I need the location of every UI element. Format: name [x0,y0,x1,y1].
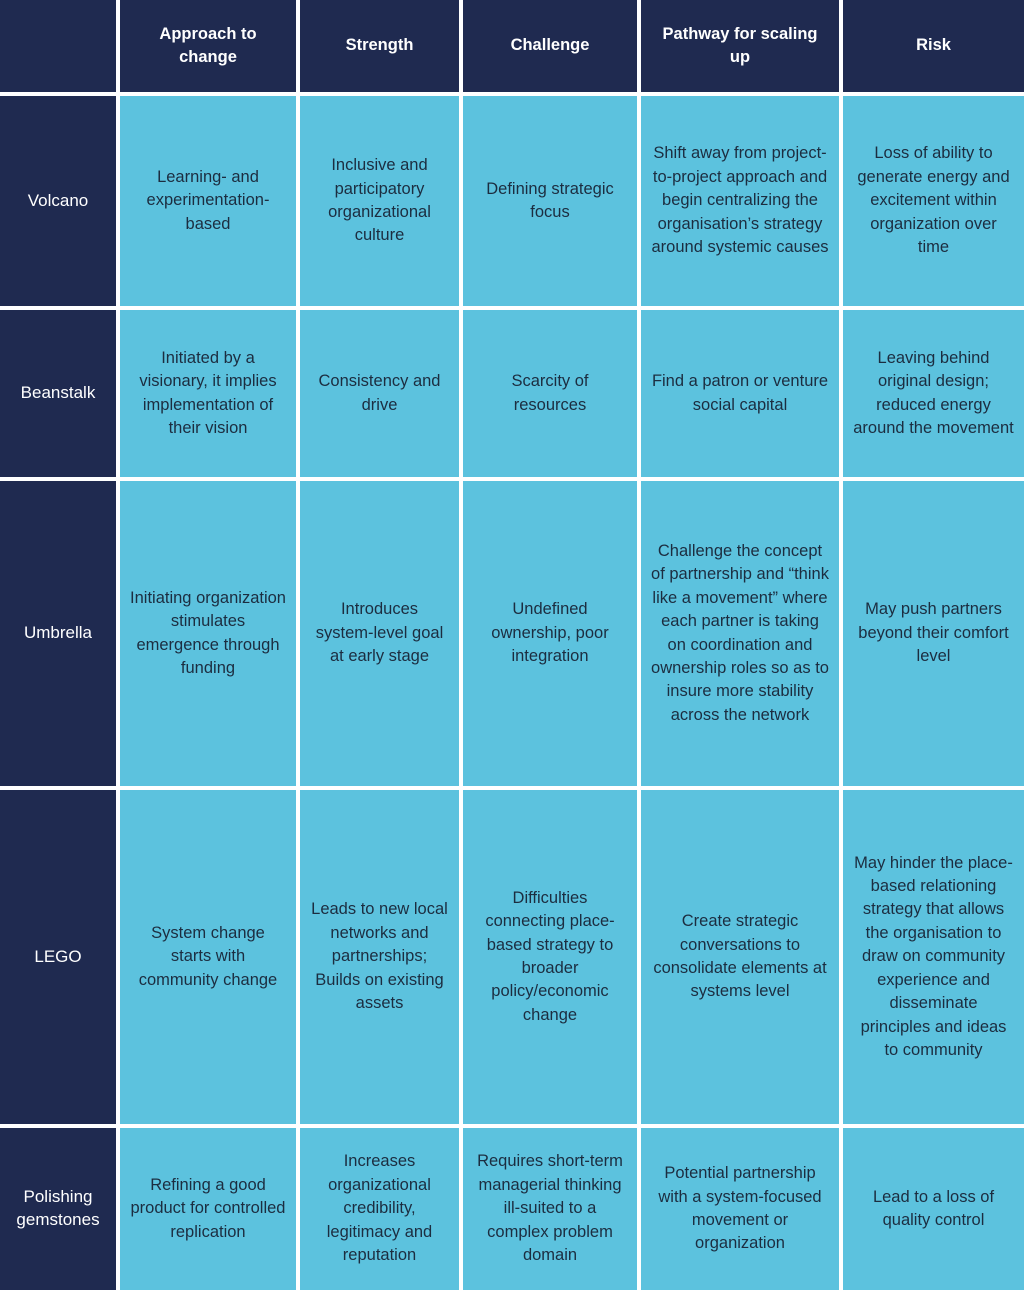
cell-beanstalk-challenge: Scarcity of resources [463,310,637,477]
cell-lego-approach: System change starts with community chan… [120,790,296,1124]
header-strength: Strength [300,0,459,92]
header-challenge: Challenge [463,0,637,92]
cell-volcano-strength: Inclusive and participatory organization… [300,96,459,306]
cell-volcano-risk: Loss of ability to generate energy and e… [843,96,1024,306]
cell-lego-risk: May hinder the place-based relationing s… [843,790,1024,1124]
header-risk: Risk [843,0,1024,92]
header-pathway-for-scaling-up: Pathway for scaling up [641,0,839,92]
cell-lego-challenge: Difficulties connecting place-based stra… [463,790,637,1124]
cell-beanstalk-risk: Leaving behind original design; reduced … [843,310,1024,477]
row-label-polishing-gemstones: Polishing gemstones [0,1128,116,1290]
row-label-umbrella: Umbrella [0,481,116,786]
row-label-lego: LEGO [0,790,116,1124]
cell-polishing-gemstones-strength: Increases organizational credibility, le… [300,1128,459,1290]
cell-polishing-gemstones-challenge: Requires short-term managerial thinking … [463,1128,637,1290]
cell-umbrella-strength: Introduces system-level goal at early st… [300,481,459,786]
cell-volcano-approach: Learning- and experimentation-based [120,96,296,306]
cell-beanstalk-strength: Consistency and drive [300,310,459,477]
cell-umbrella-approach: Initiating organization stimulates emerg… [120,481,296,786]
row-label-beanstalk: Beanstalk [0,310,116,477]
header-corner [0,0,116,92]
row-label-volcano: Volcano [0,96,116,306]
cell-umbrella-risk: May push partners beyond their comfort l… [843,481,1024,786]
cell-volcano-challenge: Defining strategic focus [463,96,637,306]
cell-polishing-gemstones-approach: Refining a good product for controlled r… [120,1128,296,1290]
cell-polishing-gemstones-risk: Lead to a loss of quality control [843,1128,1024,1290]
header-approach-to-change: Approach to change [120,0,296,92]
cell-beanstalk-pathway: Find a patron or venture social capital [641,310,839,477]
cell-umbrella-challenge: Undefined ownership, poor integration [463,481,637,786]
cell-volcano-pathway: Shift away from project-to-project appro… [641,96,839,306]
cell-lego-pathway: Create strategic conversations to consol… [641,790,839,1124]
cell-polishing-gemstones-pathway: Potential partnership with a system-focu… [641,1128,839,1290]
cell-umbrella-pathway: Challenge the concept of partnership and… [641,481,839,786]
cell-lego-strength: Leads to new local networks and partners… [300,790,459,1124]
cell-beanstalk-approach: Initiated by a visionary, it implies imp… [120,310,296,477]
